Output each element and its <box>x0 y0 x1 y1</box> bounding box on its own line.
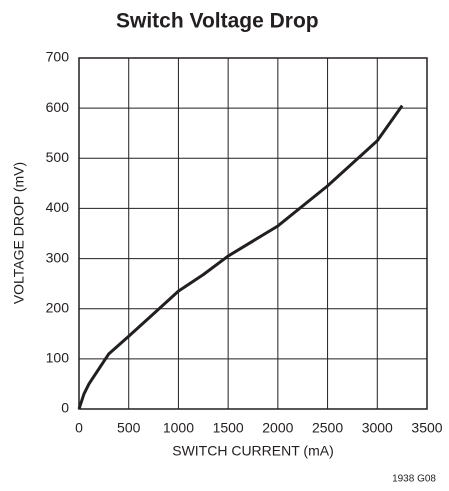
x-axis-label: SWITCH CURRENT (mA) <box>172 443 334 459</box>
x-tick-label: 2500 <box>312 420 343 436</box>
y-tick-label: 200 <box>46 299 70 315</box>
x-tick-label: 3000 <box>362 420 393 436</box>
y-tick-label: 600 <box>46 99 70 115</box>
y-axis-label: VOLTAGE DROP (mV) <box>11 162 27 304</box>
x-tick-label: 3500 <box>411 420 442 436</box>
note: 1938 G08 <box>392 474 436 485</box>
y-tick-label: 500 <box>46 149 70 165</box>
plot-frame <box>78 57 428 410</box>
x-tick-label: 2000 <box>262 420 293 436</box>
x-tick-label: 0 <box>75 420 83 436</box>
y-tick-label: 400 <box>46 199 70 215</box>
line-series <box>77 104 404 410</box>
x-tick-label: 1500 <box>213 420 244 436</box>
x-tick-label: 1000 <box>163 420 194 436</box>
y-tick-label: 0 <box>61 400 69 416</box>
x-tick-label: 500 <box>117 420 141 436</box>
chart-title: Switch Voltage Drop <box>116 10 319 33</box>
y-tick-label: 700 <box>46 49 70 65</box>
y-tick-label: 100 <box>46 350 70 366</box>
y-tick-label: 300 <box>46 249 70 265</box>
